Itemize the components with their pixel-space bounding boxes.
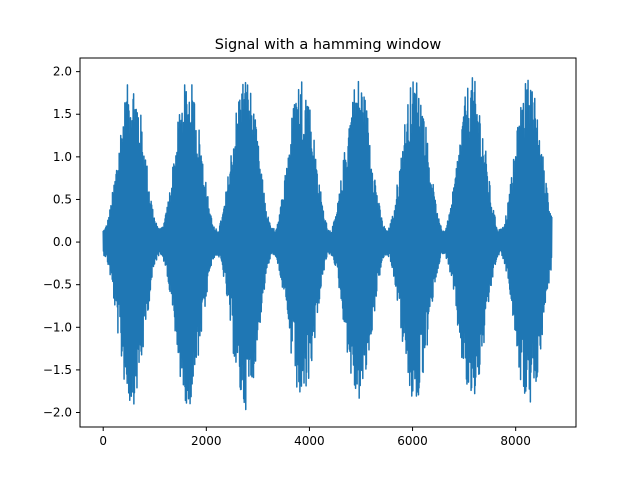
x-tick-label: 6000 (397, 434, 428, 448)
y-tick-label: 0.5 (53, 192, 72, 206)
y-tick-label: −1.5 (43, 363, 72, 377)
x-tick-label: 8000 (500, 434, 531, 448)
x-tick-label: 2000 (191, 434, 222, 448)
y-tick-label: 1.5 (53, 107, 72, 121)
y-tick-label: 2.0 (53, 65, 72, 79)
x-tick-label: 4000 (294, 434, 325, 448)
plot-area (102, 77, 553, 411)
y-tick-label: −0.5 (43, 278, 72, 292)
y-tick-label: 1.0 (53, 150, 72, 164)
y-tick-label: −2.0 (43, 406, 72, 420)
x-tick-label: 0 (99, 434, 107, 448)
y-tick-label: −1.0 (43, 320, 72, 334)
x-axis: 0 2000 4000 6000 8000 (99, 427, 531, 448)
chart-title: Signal with a hamming window (215, 37, 442, 53)
signal-series-line (102, 77, 553, 411)
y-tick-label: 0.0 (53, 235, 72, 249)
y-axis: −2.0 −1.5 −1.0 −0.5 0.0 0.5 1.0 1.5 2.0 (43, 65, 80, 420)
